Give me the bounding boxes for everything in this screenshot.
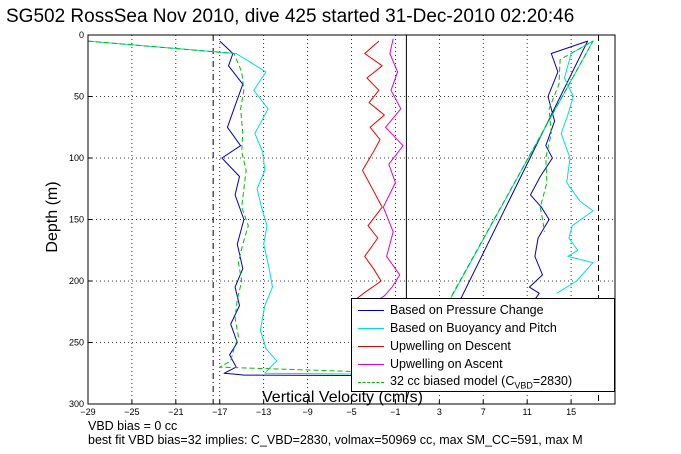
- series-line-based-on-pressure-change: [219, 40, 589, 377]
- legend-label: Based on Buoyancy and Pitch: [390, 321, 557, 335]
- legend-item-pressure: Based on Pressure Change: [352, 301, 544, 319]
- legend-item-buoyancy: Based on Buoyancy and Pitch: [352, 319, 557, 337]
- y-tick-label: 50: [74, 92, 84, 102]
- legend-item-descent: Upwelling on Descent: [352, 337, 511, 355]
- legend-swatch: [358, 309, 384, 311]
- y-tick-label: 100: [69, 153, 84, 163]
- footnote-line-1: VBD bias = 0 cc: [88, 419, 178, 433]
- axis-ticks: −29 −25 −21 −17 −13 −9 −5 −1 3 7 11 150501001502002…: [69, 30, 576, 417]
- legend: Based on Pressure Change Based on Buoyan…: [351, 298, 615, 392]
- y-tick-label: 150: [69, 215, 84, 225]
- footnote-line-2: best fit VBD bias=32 implies: C_VBD=2830…: [88, 433, 583, 447]
- x-tick-label: −13: [256, 407, 271, 417]
- y-tick-label: 250: [69, 338, 84, 348]
- x-tick-label: −17: [212, 407, 227, 417]
- legend-swatch: [358, 381, 384, 383]
- y-axis-label: Depth (m): [44, 181, 61, 253]
- series-line-32-cc-biased-model-c: [87, 40, 594, 374]
- x-tick-label: −1: [390, 407, 400, 417]
- x-tick-label: −21: [168, 407, 183, 417]
- y-tick-label: 0: [79, 30, 84, 40]
- legend-label-main: 32 cc biased model (C: [390, 373, 515, 388]
- series-line-upwelling-on-ascent: [378, 38, 404, 300]
- legend-label-tail: =2830): [532, 373, 573, 388]
- legend-label: Upwelling on Descent: [390, 339, 511, 353]
- y-tick-label: 200: [69, 276, 84, 286]
- x-tick-label: −29: [80, 407, 95, 417]
- y-tick-label: 300: [69, 399, 84, 409]
- x-tick-label: 15: [566, 407, 576, 417]
- legend-swatch: [358, 345, 384, 347]
- x-axis-label: Vertical Velocity (cm/s): [262, 389, 423, 406]
- x-tick-label: −5: [346, 407, 356, 417]
- legend-item-model: 32 cc biased model (CVBD=2830): [352, 373, 572, 391]
- legend-swatch: [358, 363, 384, 365]
- series-line-based-on-buoyancy-and-pitch: [87, 40, 594, 375]
- legend-label: Upwelling on Ascent: [390, 357, 503, 371]
- legend-item-ascent: Upwelling on Ascent: [352, 355, 503, 373]
- legend-swatch: [358, 327, 384, 329]
- x-tick-label: 7: [481, 407, 486, 417]
- series-line-upwelling-on-descent: [355, 40, 385, 300]
- x-tick-label: −25: [124, 407, 139, 417]
- x-tick-label: −9: [302, 407, 312, 417]
- chart-title: SG502 RossSea Nov 2010, dive 425 started…: [6, 6, 575, 27]
- x-tick-label: 3: [437, 407, 442, 417]
- x-tick-label: 11: [522, 407, 531, 417]
- series-group: [87, 38, 594, 377]
- legend-label-sub: VBD: [514, 380, 533, 391]
- legend-label: 32 cc biased model (CVBD=2830): [390, 374, 572, 391]
- legend-label: Based on Pressure Change: [390, 303, 544, 317]
